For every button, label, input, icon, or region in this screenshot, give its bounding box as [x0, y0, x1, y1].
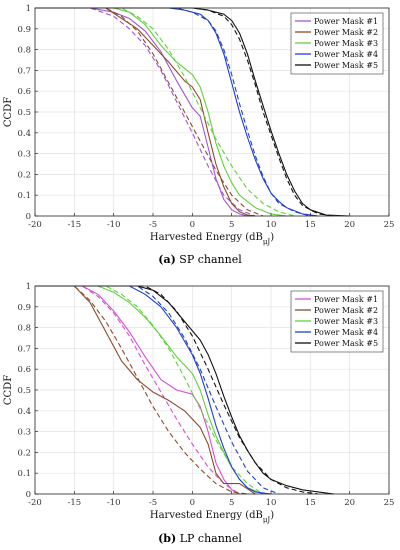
- x-tick-label: 0: [190, 220, 195, 230]
- series-line-8-dashed: [35, 285, 280, 495]
- caption-a-text: SP channel: [179, 253, 242, 266]
- x-axis-label-main: Harvested Energy (dB: [150, 510, 263, 521]
- x-tick-label: -10: [107, 498, 121, 508]
- x-axis-label-main: Harvested Energy (dB: [150, 232, 263, 243]
- caption-b: (b) LP channel: [0, 532, 400, 545]
- series-line-8-dashed: [35, 7, 311, 217]
- x-axis-label-subscript: μJ: [263, 516, 271, 524]
- x-tick-label: -20: [28, 498, 42, 508]
- series-line-1-solid: [35, 7, 256, 217]
- y-tick-label: 0.2: [17, 170, 31, 180]
- x-tick-label: 25: [384, 498, 395, 508]
- series-line-10-dashed: [35, 285, 319, 495]
- y-tick-label: 0.6: [17, 365, 31, 375]
- series-line-4-dashed: [35, 7, 264, 217]
- chart-panel-b: -20 -15 -10 -5 0 5 10 15 20 25 0 0.1 0.2 0.3 0.4 0.5 0.6…: [3, 282, 394, 524]
- legend-label: Power Mask #4: [314, 328, 378, 337]
- legend-label: Power Mask #5: [314, 61, 378, 70]
- legend-label: Power Mask #3: [314, 39, 378, 48]
- chart-panel-a: -20 -15 -10 -5 0 5 10 15 20 25 0 0.1 0.2 0.3 0.4 0.5 0.6…: [3, 4, 394, 246]
- y-tick-label: 0.8: [17, 324, 31, 334]
- legend-label: Power Mask #1: [314, 295, 378, 304]
- x-tick-label: -10: [107, 220, 121, 230]
- x-axis-label-close: ): [270, 232, 274, 243]
- x-tick-label: 0: [190, 498, 195, 508]
- series-line-2-dashed: [35, 7, 256, 217]
- x-tick-label: 5: [229, 220, 234, 230]
- series-line-9-solid: [35, 7, 350, 217]
- x-tick-label: -15: [67, 498, 81, 508]
- y-axis-label: CCDF: [3, 375, 14, 405]
- x-tick-label: 20: [344, 220, 355, 230]
- y-tick-label: 0.9: [17, 25, 31, 35]
- y-tick-label: 0.3: [17, 428, 31, 438]
- x-tick-label: -20: [28, 220, 42, 230]
- x-tick-label: -5: [149, 498, 157, 508]
- series-line-5-solid: [35, 7, 287, 217]
- legend-label: Power Mask #2: [314, 306, 378, 315]
- y-tick-label: 0: [26, 212, 31, 222]
- x-axis-label-close: ): [270, 510, 274, 521]
- x-tick-label: -15: [67, 220, 81, 230]
- y-axis-label: CCDF: [3, 97, 14, 127]
- y-tick-label: 0.8: [17, 46, 31, 56]
- caption-b-tag: (b): [158, 532, 177, 545]
- legend-label: Power Mask #1: [314, 17, 378, 26]
- series-line-1-solid: [35, 285, 240, 495]
- y-tick-label: 0.6: [17, 87, 31, 97]
- x-tick-label: 15: [305, 220, 316, 230]
- series-line-10-dashed: [35, 7, 334, 217]
- y-tick-label: 0.9: [17, 303, 31, 313]
- x-axis-label-subscript: μJ: [263, 238, 271, 246]
- x-tick-label: 15: [305, 498, 316, 508]
- series-line-6-dashed: [35, 285, 264, 495]
- y-tick-label: 0.2: [17, 448, 31, 458]
- y-tick-label: 0.3: [17, 150, 31, 160]
- y-tick-label: 0.4: [17, 407, 31, 417]
- x-tick-label: 5: [229, 498, 234, 508]
- y-tick-label: 0.5: [17, 386, 31, 396]
- x-axis-label: Harvested Energy (dBμJ): [150, 510, 274, 524]
- y-tick-label: 0.7: [17, 66, 31, 76]
- legend-label: Power Mask #4: [314, 50, 378, 59]
- x-axis-label: Harvested Energy (dBμJ): [150, 232, 274, 246]
- legend-label: Power Mask #3: [314, 317, 378, 326]
- y-tick-label: 0.1: [17, 469, 31, 479]
- x-tick-label: 20: [344, 498, 355, 508]
- y-tick-label: 1: [26, 282, 31, 292]
- x-tick-label: 10: [266, 498, 277, 508]
- x-tick-label: 10: [266, 220, 277, 230]
- caption-a: (a) SP channel: [0, 253, 400, 266]
- series-line-3-solid: [35, 285, 256, 495]
- series-line-7-solid: [35, 285, 272, 495]
- series-line-4-dashed: [35, 285, 248, 495]
- y-tick-label: 1: [26, 4, 31, 14]
- y-tick-label: 0: [26, 490, 31, 500]
- series-line-6-dashed: [35, 7, 295, 217]
- series-line-2-dashed: [35, 285, 240, 495]
- y-tick-label: 0.1: [17, 191, 31, 201]
- caption-a-tag: (a): [158, 253, 176, 266]
- x-tick-label: 25: [384, 220, 395, 230]
- x-tick-label: -5: [149, 220, 157, 230]
- series-line-7-solid: [35, 7, 319, 217]
- y-tick-label: 0.7: [17, 344, 31, 354]
- legend-label: Power Mask #5: [314, 339, 378, 348]
- y-tick-label: 0.5: [17, 108, 31, 118]
- legend-label: Power Mask #2: [314, 28, 378, 37]
- y-tick-label: 0.4: [17, 129, 31, 139]
- caption-b-text: LP channel: [179, 532, 242, 545]
